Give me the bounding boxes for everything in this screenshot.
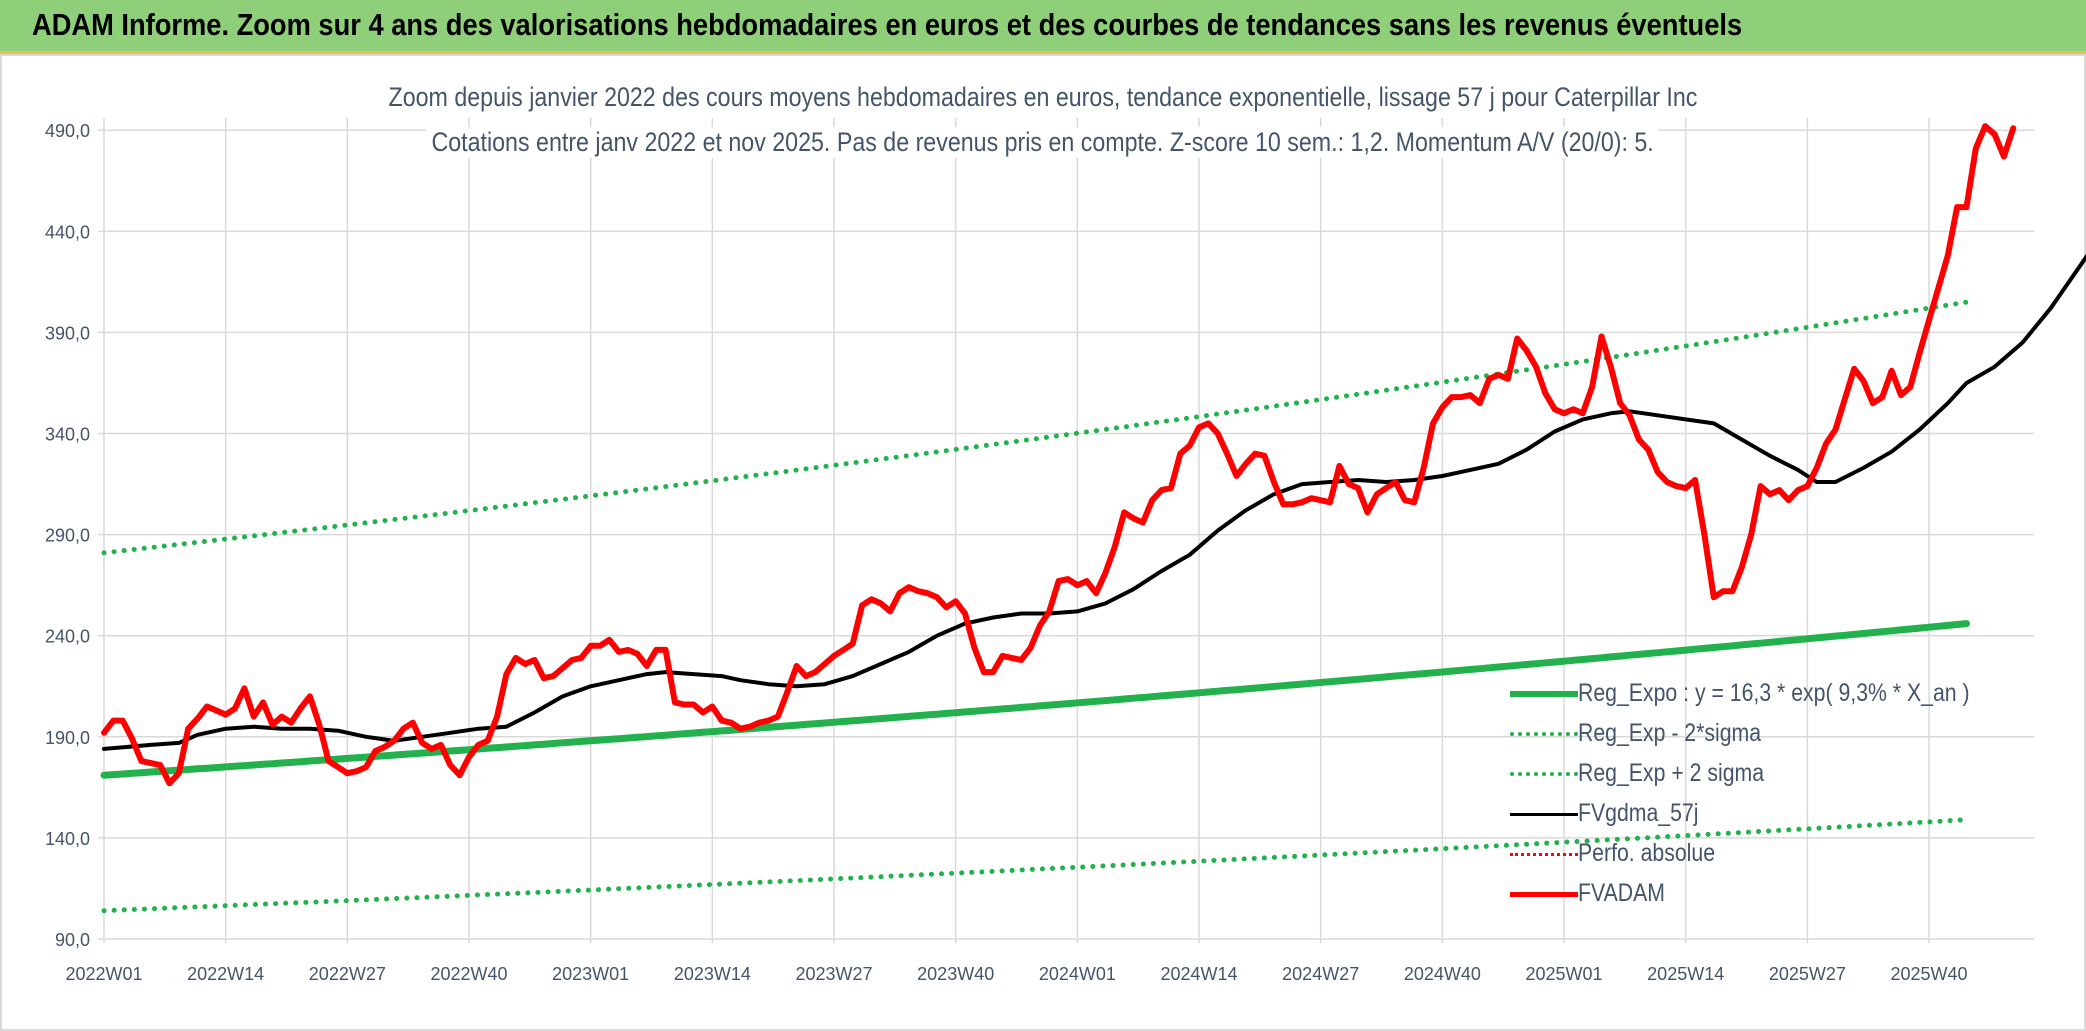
y-tick-label: 140,0 (45, 829, 90, 849)
x-tick-label: 2023W27 (795, 964, 872, 984)
x-tick-label: 2025W01 (1526, 964, 1603, 984)
chart-title-line2: Cotations entre janv 2022 et nov 2025. P… (0, 127, 2086, 158)
series-line-0 (100, 620, 1970, 779)
legend-swatch (1510, 891, 1578, 897)
legend-swatch (1510, 772, 1578, 776)
legend-label: Reg_Expo : y = 16,3 * exp( 9,3% * X_an ) (1578, 679, 1970, 707)
chart-title-line1: Zoom depuis janvier 2022 des cours moyen… (0, 82, 2086, 113)
y-tick-label: 390,0 (45, 323, 90, 343)
series-line-2 (101, 299, 1969, 556)
x-tick-label: 2022W14 (187, 964, 264, 984)
legend-label: Reg_Exp - 2*sigma (1578, 719, 1762, 747)
x-tick-label: 2025W40 (1891, 964, 1968, 984)
x-tick-label: 2022W27 (309, 964, 386, 984)
legend-label: FVADAM (1578, 879, 1665, 907)
legend-swatch (1510, 852, 1578, 856)
y-axis-ticks: 90,0 140,0 190,0 240,0 290,0 340,0 390,0 440,0 4… (45, 121, 90, 950)
legend-label: Perfo. absolue (1578, 839, 1716, 867)
y-tick-label: 240,0 (45, 627, 90, 647)
series-line-1 (101, 817, 1969, 914)
y-tick-label: 190,0 (45, 728, 90, 748)
x-tick-label: 2024W14 (1160, 964, 1237, 984)
report-title: ADAM Informe. Zoom sur 4 ans des valoris… (32, 7, 1743, 42)
chart-legend: Reg_Expo : y = 16,3 * exp( 9,3% * X_an )… (1510, 675, 1980, 915)
y-tick-label: 340,0 (45, 425, 90, 445)
legend-label: Reg_Exp + 2 sigma (1578, 759, 1765, 787)
series-lines (100, 123, 2086, 914)
legend-item: FVgdma_57j (1510, 795, 1980, 835)
report-banner: ADAM Informe. Zoom sur 4 ans des valoris… (0, 0, 2086, 54)
x-tick-label: 2025W27 (1769, 964, 1846, 984)
series-line-5 (101, 123, 2017, 787)
x-tick-label: 2022W01 (65, 964, 142, 984)
y-tick-label: 440,0 (45, 222, 90, 242)
x-axis-ticks: 2022W01 2022W14 2022W27 2022W40 2023W01 2023W… (65, 964, 1967, 984)
legend-swatch (1510, 691, 1578, 697)
x-tick-label: 2023W14 (674, 964, 751, 984)
series-line-3 (102, 253, 2086, 751)
legend-item: Reg_Exp + 2 sigma (1510, 755, 1980, 795)
legend-label: FVgdma_57j (1578, 799, 1699, 827)
legend-item: FVADAM (1510, 875, 1980, 915)
x-tick-label: 2023W40 (917, 964, 994, 984)
legend-item: Reg_Exp - 2*sigma (1510, 715, 1980, 755)
y-tick-label: 90,0 (55, 930, 90, 950)
x-tick-label: 2023W01 (552, 964, 629, 984)
legend-item: Reg_Expo : y = 16,3 * exp( 9,3% * X_an ) (1510, 675, 1980, 715)
y-tick-label: 290,0 (45, 526, 90, 546)
legend-swatch (1510, 812, 1578, 816)
x-tick-label: 2024W27 (1282, 964, 1359, 984)
y-tick-label: 490,0 (45, 121, 90, 141)
x-tick-label: 2024W01 (1039, 964, 1116, 984)
legend-swatch (1510, 732, 1578, 736)
x-tick-label: 2024W40 (1404, 964, 1481, 984)
x-tick-label: 2022W40 (430, 964, 507, 984)
legend-item: Perfo. absolue (1510, 835, 1980, 875)
x-tick-label: 2025W14 (1647, 964, 1724, 984)
